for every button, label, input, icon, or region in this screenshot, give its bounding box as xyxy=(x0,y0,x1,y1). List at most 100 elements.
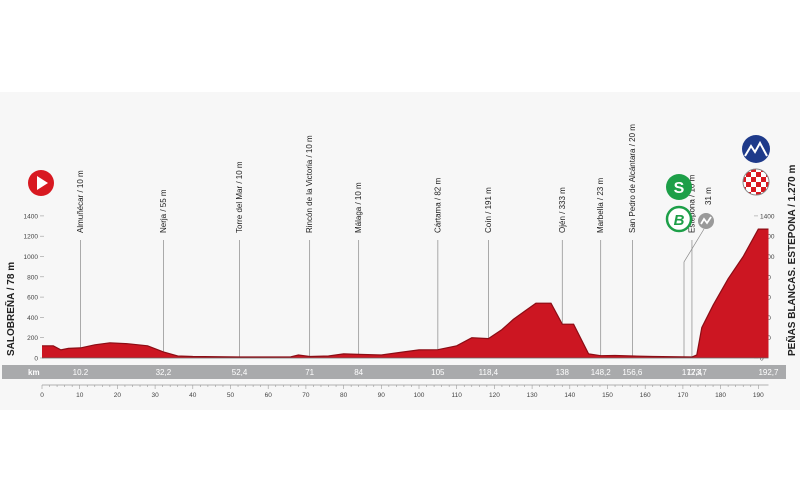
x-tick-label: 140 xyxy=(564,392,575,399)
profile-outline xyxy=(42,228,769,358)
x-tick-label: 130 xyxy=(527,392,538,399)
x-tick-label: 120 xyxy=(489,392,500,399)
x-tick-label: 20 xyxy=(114,392,122,399)
bonus-letter: B xyxy=(674,212,685,229)
x-tick-label: 180 xyxy=(715,392,726,399)
x-tick-label: 160 xyxy=(640,392,651,399)
finish-label: PEÑAS BLANCAS. ESTEPONA / 1.270 m xyxy=(785,165,798,356)
y-tick-label-left: 1400 xyxy=(24,213,39,220)
waypoint-label: Torre del Mar / 10 m xyxy=(235,161,244,233)
x-tick-label: 80 xyxy=(340,392,348,399)
finish-flag-square xyxy=(756,182,761,187)
waypoint-label: Rincón de la Victoria / 10 m xyxy=(305,135,314,233)
x-tick-label: 70 xyxy=(302,392,310,399)
bonus-leader-line xyxy=(683,228,705,358)
km-marker-label: 138 xyxy=(556,368,570,377)
x-tick-label: 10 xyxy=(76,392,84,399)
x-tick-label: 110 xyxy=(452,392,463,399)
km-marker-label: 71 xyxy=(305,368,314,377)
finish-flag-square xyxy=(761,172,766,177)
waypoint-label: Estepona / 10 m xyxy=(687,174,696,233)
y-tick-label-right: 1400 xyxy=(760,213,775,220)
finish-flag-square xyxy=(756,177,761,182)
x-tick-label: 170 xyxy=(677,392,688,399)
waypoint-label: Málaga / 10 m xyxy=(354,182,363,233)
intermediate-bonus-icon xyxy=(698,213,714,229)
finish-flag-square xyxy=(766,182,769,187)
finish-flag-square xyxy=(756,169,761,172)
finish-flag-square xyxy=(746,177,751,182)
waypoint-label: Cártama / 82 m xyxy=(433,178,442,233)
km-marker-label: 52,4 xyxy=(232,368,248,377)
y-tick-label-right: 0 xyxy=(760,356,764,363)
chart-background xyxy=(0,92,800,410)
waypoint-label: Nerja / 55 m xyxy=(159,189,168,233)
start-label: SALOBREÑA / 78 m xyxy=(4,262,17,356)
km-marker-label: 118,4 xyxy=(479,368,499,377)
y-tick-label-left: 200 xyxy=(27,335,38,342)
finish-flag-square xyxy=(751,182,756,187)
x-tick-label: 60 xyxy=(265,392,273,399)
finish-flag-square xyxy=(751,192,756,195)
finish-flag-square xyxy=(756,172,761,177)
x-tick-label: 50 xyxy=(227,392,235,399)
finish-flag-square xyxy=(766,177,769,182)
km-marker-label: 156,6 xyxy=(622,368,643,377)
km-marker-label: 10.2 xyxy=(73,368,89,377)
km-marker-label: 192,7 xyxy=(758,368,779,377)
y-tick-label-left: 0 xyxy=(34,356,38,363)
finish-flag-square xyxy=(761,182,766,187)
km-marker-label: 148,2 xyxy=(591,368,612,377)
waypoint-label: Ojén / 333 m xyxy=(558,187,567,233)
start-marker-icon xyxy=(28,170,54,196)
km-marker-labels: 10.2 32,2 52,4 71 84 105 118,4 138 148,2 156,6 172… xyxy=(73,368,779,377)
x-tick-label: 40 xyxy=(189,392,197,399)
x-tick-label: 190 xyxy=(753,392,764,399)
km-marker-label: 172,4 xyxy=(682,368,703,377)
finish-flag-square xyxy=(751,187,756,192)
sprint-letter: S xyxy=(674,180,685,197)
km-marker-label: 32,2 xyxy=(156,368,172,377)
sprint-icon: S xyxy=(666,174,692,200)
waypoint-leader-lines xyxy=(80,228,705,358)
km-bar xyxy=(2,365,786,379)
finish-flag-square xyxy=(751,177,756,182)
y-tick-label-left: 400 xyxy=(27,315,38,322)
waypoint-label: Coín / 191 m xyxy=(484,187,493,233)
finish-flag-square xyxy=(751,172,756,177)
finish-flag-square xyxy=(751,169,756,172)
x-tick-label: 0 xyxy=(40,392,44,399)
x-tick-label: 100 xyxy=(414,392,425,399)
mountain-finish-icon xyxy=(742,135,770,163)
waypoint-label: San Pedro de Alcántara / 20 m xyxy=(628,124,637,233)
km-unit-label: km xyxy=(28,368,40,377)
waypoint-label: Marbella / 23 m xyxy=(596,178,605,233)
y-axis-left: 0 200 400 600 800 1000 1200 1400 xyxy=(24,213,44,363)
x-tick-label: 30 xyxy=(151,392,159,399)
profile-area xyxy=(42,228,769,359)
finish-flag-square xyxy=(743,177,746,182)
finish-flag-square xyxy=(746,172,751,177)
x-tick-label: 90 xyxy=(378,392,386,399)
x-tick-label: 150 xyxy=(602,392,613,399)
x-axis: 0 10 20 30 40 50 60 70 80 90 100 110 120 130 140 150 160… xyxy=(40,384,769,399)
km-marker-label: 105 xyxy=(431,368,445,377)
finish-flag-square xyxy=(756,192,761,195)
finish-flag-square xyxy=(743,182,746,187)
bonus-icon: B xyxy=(665,205,693,233)
bonus-altitude-label: 31 m xyxy=(704,187,713,205)
finish-flag-square xyxy=(761,187,766,192)
km-marker-label: 173,7 xyxy=(687,368,708,377)
finish-flag-square xyxy=(761,177,766,182)
waypoint-labels: Almuñécar / 10 m Nerja / 55 m Torre del Ma… xyxy=(76,124,696,233)
waypoint-label: Almuñécar / 10 m xyxy=(76,170,85,233)
profile-fill xyxy=(42,229,769,358)
finish-flag-square xyxy=(746,182,751,187)
y-tick-label-left: 1000 xyxy=(24,254,39,261)
finish-flag-square xyxy=(746,187,751,192)
y-tick-label-left: 600 xyxy=(27,295,38,302)
y-tick-label-left: 800 xyxy=(27,274,38,281)
km-marker-label: 84 xyxy=(354,368,363,377)
finish-flag-square xyxy=(756,187,761,192)
